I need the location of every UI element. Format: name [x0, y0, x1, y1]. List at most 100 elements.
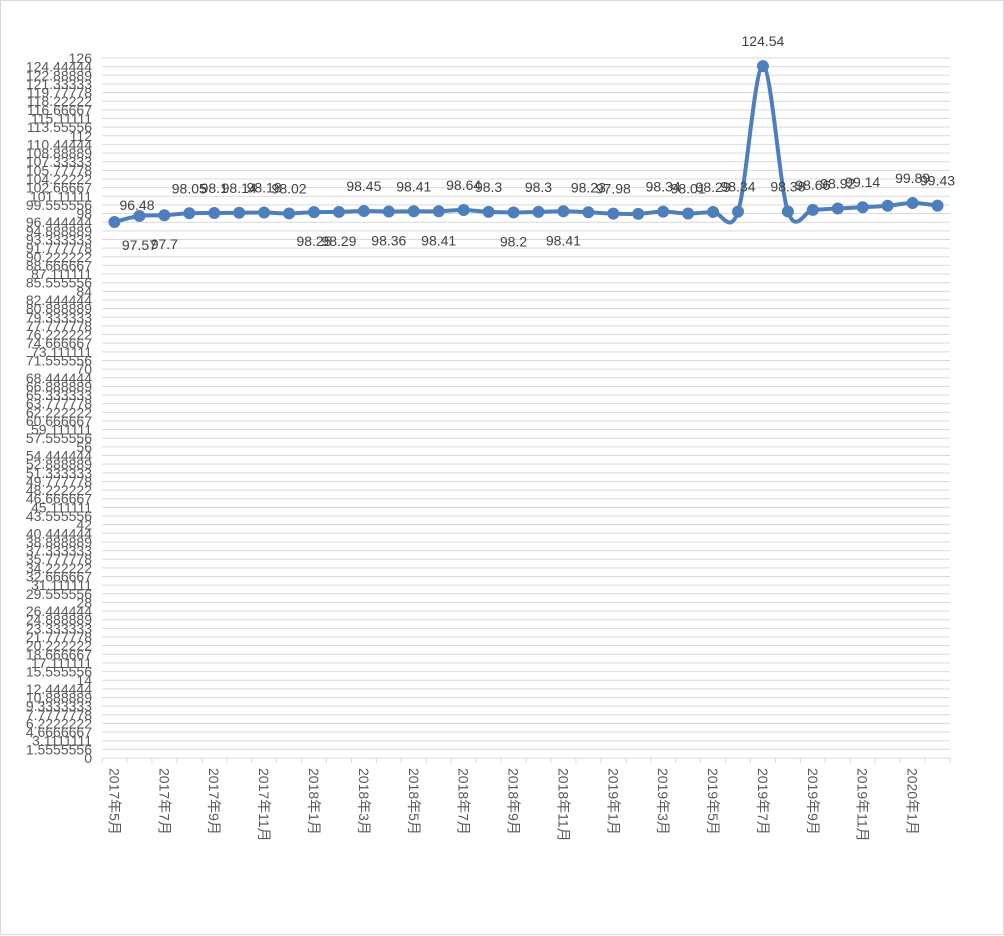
- data-point: [931, 199, 944, 212]
- y-tick-label: 35.777778: [26, 551, 92, 567]
- y-tick-label: 56: [76, 439, 92, 455]
- y-tick-label: 104.22222: [26, 171, 92, 187]
- data-label: 98.02: [272, 180, 307, 196]
- data-label: 98.41: [421, 232, 456, 248]
- y-tick-label: 93.333333: [26, 231, 92, 247]
- y-tick-label: 4.6666667: [26, 724, 92, 740]
- data-label: 98.05: [172, 180, 207, 196]
- y-tick-label: 115.11111: [31, 110, 92, 126]
- y-tick-label: 74.666667: [26, 335, 92, 351]
- y-tick-label: 121.33333: [26, 76, 92, 92]
- data-point: [756, 60, 769, 73]
- y-tick-label: 68.444444: [26, 370, 92, 386]
- data-label: 98.38: [770, 178, 805, 194]
- y-tick-label: 59.111111: [31, 422, 92, 438]
- x-tick-label: 2019年3月: [655, 768, 671, 835]
- data-label: 98.2: [500, 233, 527, 249]
- data-point: [457, 204, 470, 216]
- data-point: [382, 205, 395, 218]
- data-label: 98.45: [346, 178, 381, 194]
- x-tick-label: 2020年1月: [905, 768, 921, 835]
- y-axis: 01.55555563.11111114.66666676.22222227.7…: [26, 50, 92, 766]
- y-tick-label: 66.888889: [26, 378, 92, 394]
- data-label: 98.29: [696, 179, 731, 195]
- y-tick-label: 85.555556: [26, 275, 92, 291]
- data-label: 98.92: [820, 175, 855, 191]
- y-tick-label: 110.44444: [27, 136, 92, 152]
- y-tick-label: 49.777778: [26, 473, 92, 489]
- data-point: [607, 207, 620, 220]
- data-label: 99.43: [920, 173, 955, 189]
- data-label: 96.48: [119, 197, 154, 213]
- x-tick-label: 2018年3月: [356, 768, 372, 835]
- data-point: [183, 207, 196, 220]
- data-label: 98.36: [371, 233, 406, 249]
- data-label: 98.25: [296, 233, 331, 249]
- x-tick-label: 2018年5月: [406, 768, 422, 835]
- data-point: [856, 201, 869, 214]
- data-points: [108, 60, 944, 228]
- y-tick-label: 73.111111: [31, 344, 92, 360]
- y-tick-label: 77.777778: [26, 318, 92, 334]
- y-tick-label: 0: [84, 750, 92, 766]
- x-tick-label: 2018年1月: [306, 768, 322, 835]
- data-point: [557, 205, 570, 218]
- data-label: 98.34: [646, 179, 681, 195]
- y-tick-label: 80.888889: [26, 301, 92, 317]
- y-tick-label: 107.33333: [26, 154, 92, 170]
- y-tick-label: 31.111111: [31, 577, 92, 593]
- data-label: 98.18: [247, 180, 282, 196]
- y-tick-label: 119.77778: [27, 85, 92, 101]
- y-tick-label: 101.11111: [30, 188, 92, 204]
- y-tick-label: 124.44444: [26, 59, 92, 75]
- y-tick-label: 84: [76, 283, 92, 299]
- data-point: [532, 205, 545, 218]
- data-label: 99.14: [845, 174, 880, 190]
- x-tick-label: 2019年5月: [705, 768, 721, 835]
- y-tick-label: 118.22222: [27, 93, 92, 109]
- x-tick-label: 2018年11月: [555, 768, 571, 842]
- y-tick-label: 94.888889: [26, 223, 92, 239]
- y-tick-label: 10.888889: [26, 690, 92, 706]
- data-label: 98.34: [720, 179, 755, 195]
- data-label: 98.01: [671, 181, 706, 197]
- data-label: 98.66: [795, 177, 830, 193]
- data-point: [108, 216, 121, 228]
- y-tick-label: 21.777778: [26, 629, 92, 645]
- y-tick-label: 15.555556: [26, 664, 92, 680]
- y-tick-label: 18.666667: [26, 646, 92, 662]
- y-tick-label: 32.666667: [26, 569, 92, 585]
- data-point: [432, 205, 445, 218]
- y-tick-label: 63.777778: [26, 396, 92, 412]
- data-point: [781, 205, 794, 218]
- data-point: [208, 207, 221, 219]
- y-tick-label: 79.333333: [26, 309, 92, 325]
- y-tick-label: 42: [76, 517, 92, 533]
- x-tick-label: 2017年7月: [156, 768, 172, 835]
- data-label: 124.54: [742, 33, 785, 49]
- y-tick-label: 7.7777778: [26, 707, 92, 723]
- data-label: 99.89: [895, 170, 930, 186]
- y-tick-label: 51.333333: [26, 465, 92, 481]
- data-label: 98.41: [396, 178, 431, 194]
- y-tick-label: 65.333333: [26, 387, 92, 403]
- y-tick-label: 23.333333: [26, 620, 92, 636]
- data-point: [133, 209, 146, 222]
- x-tick-label: 2019年7月: [755, 768, 771, 835]
- data-point: [881, 199, 894, 212]
- data-label: 98.29: [321, 233, 356, 249]
- y-tick-label: 26.444444: [26, 603, 92, 619]
- data-point: [233, 206, 246, 219]
- data-point: [806, 203, 819, 216]
- y-tick-label: 38.888889: [26, 534, 92, 550]
- x-tick-label: 2017年9月: [206, 768, 222, 835]
- y-tick-label: 12.444444: [26, 681, 92, 697]
- data-point: [258, 206, 271, 219]
- x-tick-label: 2019年11月: [855, 768, 871, 842]
- data-point: [831, 202, 844, 215]
- y-tick-label: 98: [76, 206, 92, 222]
- y-tick-label: 60.666667: [26, 413, 92, 429]
- y-tick-label: 52.888889: [26, 456, 92, 472]
